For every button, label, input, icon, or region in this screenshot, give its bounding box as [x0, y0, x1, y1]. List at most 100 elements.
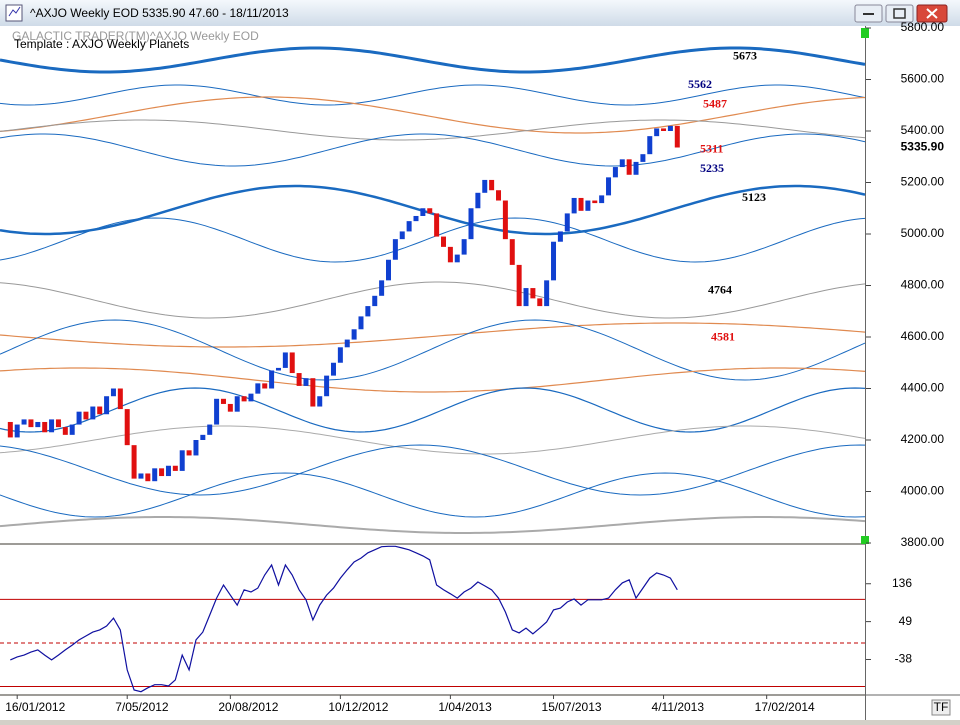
candle-body [468, 208, 474, 240]
candle-body [434, 213, 440, 237]
y-tick-label: 4400.00 [901, 381, 945, 395]
maximize-button[interactable] [885, 4, 914, 23]
candle-body [475, 192, 481, 209]
candle-body [585, 200, 591, 211]
candle-body [399, 231, 405, 240]
planet-line [0, 281, 866, 319]
candle-body [674, 125, 680, 148]
app-icon-glyph [8, 6, 21, 17]
candle-body [392, 239, 398, 260]
candle-body [55, 419, 61, 428]
candle-body [117, 388, 123, 410]
osc-y-tick-label: 49 [899, 614, 913, 628]
osc-y-tick-label: 136 [892, 576, 912, 590]
y-tick-label: 3800.00 [901, 535, 945, 549]
planet-line [0, 319, 866, 381]
planet-line [0, 96, 866, 134]
candle-body [131, 445, 137, 479]
candle-body [303, 378, 309, 386]
planet-line [0, 516, 866, 534]
candle-body [544, 280, 550, 307]
candle-body [248, 393, 254, 402]
candle-body [330, 362, 336, 376]
planet-line [0, 387, 866, 433]
candle-body [69, 424, 75, 435]
candle-body [578, 197, 584, 211]
candle-body [441, 236, 447, 247]
candle-body [49, 419, 55, 433]
planet-line [0, 184, 866, 236]
last-price-box [880, 139, 946, 156]
candle-body [606, 177, 612, 196]
candle-body [7, 421, 13, 438]
plot: 5800.00 5600.00 5400.00 5200.00 5000.00 4800.… [0, 20, 946, 714]
window-title: ^AXJO Weekly EOD 5335.90 47.60 - 18/11/2… [30, 6, 289, 20]
candle-body [413, 215, 419, 222]
template-label: Template : AXJO Weekly Planets [14, 37, 189, 51]
candle-body [626, 159, 632, 175]
candle-body [296, 373, 302, 386]
candle-body [530, 288, 536, 299]
tf-button[interactable] [931, 699, 951, 716]
candle-body [62, 427, 68, 435]
candle-body [351, 329, 357, 340]
planet-line [0, 84, 866, 106]
planet-line [0, 367, 866, 393]
candle-body [234, 396, 240, 412]
title-bar [0, 0, 960, 26]
candle-body [337, 347, 343, 363]
candle-body [193, 440, 199, 456]
candle-body [152, 468, 158, 482]
candle-body [592, 200, 598, 204]
candle-body [420, 208, 426, 216]
candle-body [537, 298, 543, 307]
candle-body [172, 465, 178, 471]
level-label: 5311 [700, 142, 723, 156]
candle-body [28, 419, 34, 428]
candle-body [379, 280, 385, 296]
candle-body [619, 159, 625, 168]
candle-body [523, 288, 529, 307]
panel-marker [861, 536, 869, 544]
x-tick-label: 1/04/2013 [438, 700, 492, 714]
y-tick-label: 5600.00 [901, 72, 945, 86]
candle-body [661, 128, 667, 131]
candle-body [255, 383, 261, 394]
candle-body [220, 398, 226, 404]
oscillator-line [10, 545, 678, 693]
candle-body [207, 424, 213, 435]
candle-body [83, 411, 89, 420]
x-tick-label: 20/08/2012 [218, 700, 278, 714]
candle-body [551, 241, 557, 281]
candle-body [227, 403, 233, 412]
candle-body [124, 409, 130, 446]
candle-body [159, 468, 165, 477]
y-tick-label: 4800.00 [901, 278, 945, 292]
candle-body [502, 200, 508, 240]
candle-body [647, 136, 653, 155]
x-tick-label: 15/07/2013 [542, 700, 602, 714]
y-tick-label: 5000.00 [901, 226, 945, 240]
candle-body [165, 465, 171, 477]
candle-body [214, 398, 220, 425]
candle-body [654, 128, 660, 137]
candle-body [633, 161, 639, 175]
candle-body [76, 411, 82, 425]
planet-line [0, 322, 866, 348]
subtitle: ^AXJO Weekly EOD [150, 29, 259, 43]
level-label: 4581 [711, 330, 735, 344]
candle-body [241, 396, 247, 402]
price-panel [0, 26, 865, 543]
oscillator-panel [0, 545, 865, 694]
candle-body [482, 179, 488, 193]
candle-body [186, 450, 192, 456]
candle-body [358, 316, 364, 330]
candle-body [275, 367, 281, 371]
candle-body [447, 246, 453, 263]
level-label: 5123 [742, 190, 766, 204]
level-label: 5487 [703, 96, 727, 110]
candle-body [42, 421, 48, 433]
candle-body [289, 352, 295, 374]
app-icon [5, 4, 23, 22]
